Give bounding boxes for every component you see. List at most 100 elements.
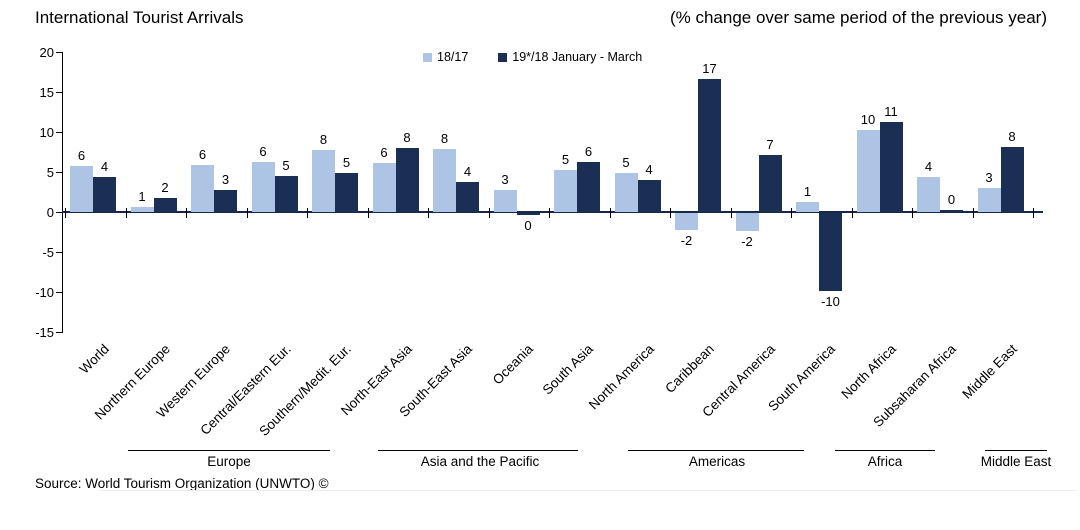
bar-value-label: 1: [138, 189, 146, 205]
region-label: Asia and the Pacific: [420, 454, 540, 469]
category-label: Central/Eastern Eur.: [197, 341, 294, 438]
region-underline: [378, 450, 578, 451]
y-axis-tick: [56, 131, 62, 133]
bar-value-label: 8: [403, 130, 411, 145]
region-label: Europe: [207, 454, 251, 469]
category-label: Oceania: [489, 341, 536, 388]
source-text: Source: World Tourism Organization (UNWT…: [35, 476, 329, 491]
legend: 18/17 19*/18 January - March: [423, 50, 642, 64]
x-axis-tick: [791, 208, 792, 218]
bar-value-label: 5: [622, 154, 630, 170]
bar-value-label: 11: [884, 103, 898, 119]
x-axis-tick: [246, 208, 248, 218]
bar-value-label: 6: [584, 144, 593, 160]
y-axis-tick-label: 0: [46, 205, 54, 220]
region-label: Middle East: [980, 454, 1052, 469]
bar-18/17-western-europe: [191, 164, 214, 212]
category-label: North Africa: [838, 341, 899, 402]
category-label: Subsaharan Africa: [870, 341, 960, 430]
bar-18/17-south-america: [796, 202, 819, 212]
bar-18/17-north-america: [614, 172, 638, 212]
chart-title: International Tourist Arrivals: [35, 8, 244, 27]
region-underline: [128, 450, 330, 451]
category-label: South America: [765, 341, 839, 414]
bar-19*/18-northern-europe: [153, 198, 177, 212]
bar-value-label: 6: [259, 143, 267, 159]
bar-value-label: 1: [803, 184, 812, 200]
x-axis-tick: [367, 208, 369, 218]
bar-value-label: 5: [561, 152, 570, 168]
bar-value-label: 3: [221, 171, 230, 187]
bar-19*/18-subsaharan-africa: [940, 210, 963, 212]
legend-item: 19*/18 January - March: [498, 50, 642, 64]
bar-value-label: 6: [77, 148, 86, 164]
y-axis-tick-label: 10: [39, 125, 54, 140]
region-label: Africa: [867, 454, 903, 469]
bar-value-label: 8: [1008, 129, 1016, 145]
category-label: North-East Asia: [337, 341, 415, 419]
bar-value-label: 8: [440, 130, 449, 146]
y-axis-tick: [56, 211, 62, 213]
y-axis-tick-label: 5: [46, 165, 54, 180]
region-underline: [628, 450, 804, 451]
bar-18/17-south-east-asia: [433, 148, 456, 212]
bar-18/17-central-eastern-eur-: [251, 161, 275, 212]
bar-value-label: 0: [524, 218, 532, 234]
bar-value-label: 2: [161, 180, 169, 196]
bar-value-label: 17: [702, 61, 717, 77]
y-axis-tick-label: 20: [39, 45, 54, 60]
bar-19*/18-southern-medit-eur-: [335, 172, 358, 212]
bar-19*/18-north-east-asia: [395, 148, 419, 212]
bar-value-label: 4: [924, 158, 933, 174]
chart-subtitle: (% change over same period of the previo…: [669, 8, 1047, 27]
x-axis-tick: [125, 208, 127, 218]
bar-value-label: 4: [645, 162, 653, 177]
legend-swatch: [498, 52, 508, 62]
y-axis-tick-label: -15: [35, 325, 54, 340]
bar-value-label: 7: [766, 137, 774, 153]
bar-18/17-north-east-asia: [372, 163, 396, 212]
bar-18/17-northern-europe: [130, 207, 154, 212]
bar-19*/18-oceania: [516, 213, 540, 216]
bar-18/17-central-america: [735, 213, 759, 232]
bar-19*/18-middle-east: [1000, 147, 1024, 212]
x-axis-tick: [730, 208, 732, 218]
y-axis-tick: [56, 51, 62, 53]
x-axis-tick: [488, 208, 490, 218]
x-axis-tick: [609, 208, 611, 218]
bar-18/17-southern-medit-eur-: [312, 149, 335, 212]
category-label: South-East Asia: [396, 341, 476, 420]
bar-value-label: 5: [342, 154, 351, 170]
bar-value-label: 4: [463, 164, 472, 180]
legend-swatch: [423, 52, 432, 62]
bar-19*/18-north-america: [637, 180, 661, 212]
y-axis-tick: [56, 291, 62, 293]
category-label: Middle East: [959, 341, 1020, 402]
x-axis-tick: [1033, 208, 1034, 218]
y-axis-tick-label: 15: [39, 85, 54, 100]
bottom-faint-rule: [100, 490, 1076, 491]
legend-label: 19*/18 January - March: [512, 50, 643, 64]
plot-area: 6 1 6 6 8 6 8 3 5 5 -2 -2 1 10 4 3 4 2 3 5 5 8 4 0 6 4 17 7 -10 11 0 8: [65, 52, 1043, 332]
region-underline: [985, 450, 1047, 451]
bar-18/17-north-africa: [856, 130, 880, 212]
category-label: Southern/Medit. Eur.: [256, 341, 355, 439]
x-axis-tick: [912, 208, 913, 218]
category-label: Caribbean: [662, 341, 718, 396]
bar-19*/18-south-east-asia: [456, 182, 479, 212]
bar-value-label: 5: [282, 158, 290, 173]
x-axis-tick: [549, 208, 550, 218]
bar-value-label: 0: [947, 192, 956, 207]
y-axis-tick-label: -10: [35, 285, 54, 300]
category-label: Northern Europe: [91, 341, 173, 423]
y-axis-tick: [56, 171, 62, 173]
bar-value-label: -2: [680, 232, 693, 248]
bar-19*/18-caribbean: [698, 79, 721, 212]
x-axis-tick: [851, 208, 853, 218]
bar-value-label: 4: [100, 158, 109, 174]
bar-19*/18-north-africa: [879, 121, 903, 212]
bar-value-label: 8: [319, 131, 328, 147]
category-label: Western Europe: [153, 341, 234, 421]
bar-value-label: 6: [380, 145, 388, 161]
